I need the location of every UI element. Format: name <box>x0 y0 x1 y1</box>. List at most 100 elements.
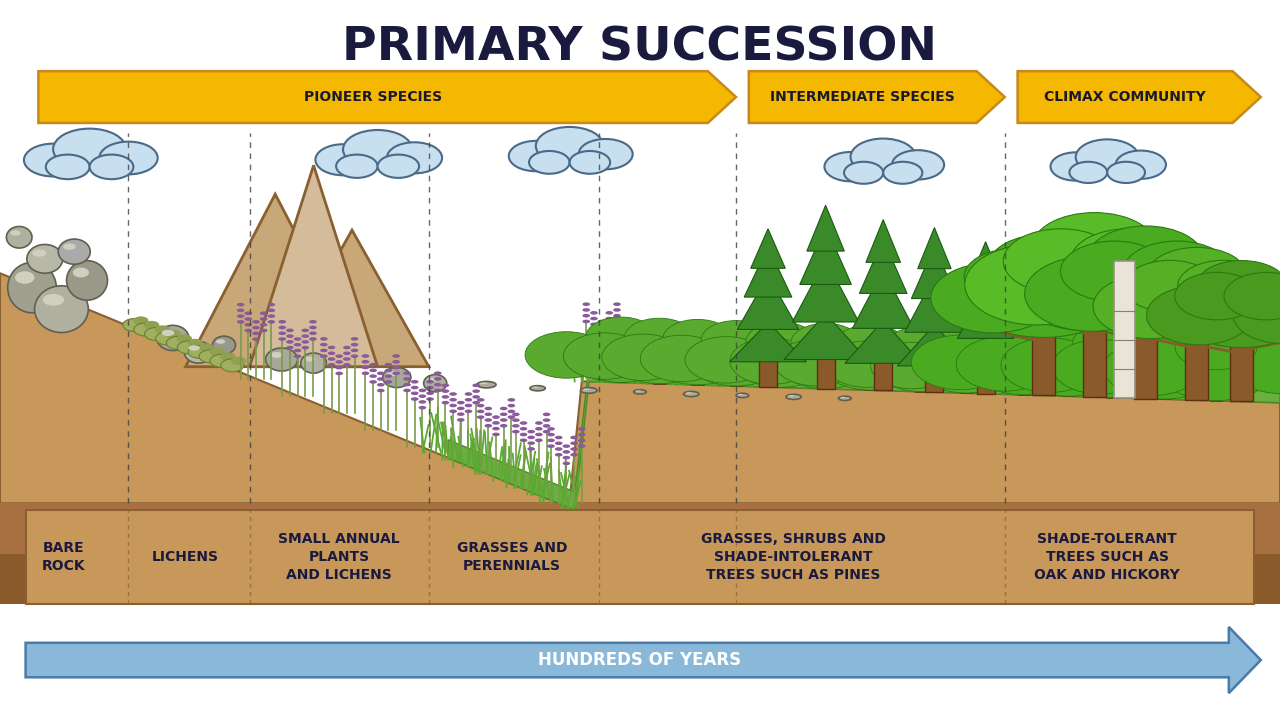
Circle shape <box>1069 162 1107 183</box>
Circle shape <box>663 319 732 359</box>
Ellipse shape <box>543 430 550 434</box>
Ellipse shape <box>613 320 621 324</box>
Polygon shape <box>448 364 1280 510</box>
Ellipse shape <box>605 311 613 315</box>
Circle shape <box>1051 152 1101 180</box>
Ellipse shape <box>385 369 392 372</box>
Ellipse shape <box>484 407 492 411</box>
Bar <box>691 372 704 385</box>
Ellipse shape <box>392 360 399 364</box>
Ellipse shape <box>556 441 563 445</box>
Polygon shape <box>897 325 972 366</box>
Ellipse shape <box>268 308 275 312</box>
Ellipse shape <box>434 377 442 381</box>
Ellipse shape <box>8 262 56 313</box>
Circle shape <box>836 325 905 364</box>
Ellipse shape <box>320 354 328 358</box>
Ellipse shape <box>547 439 556 442</box>
Ellipse shape <box>302 334 310 338</box>
Ellipse shape <box>449 398 457 401</box>
Ellipse shape <box>287 340 294 344</box>
Circle shape <box>932 328 1001 367</box>
Circle shape <box>918 338 1015 393</box>
Ellipse shape <box>434 383 442 387</box>
Ellipse shape <box>535 421 543 425</box>
Ellipse shape <box>434 388 442 393</box>
Circle shape <box>938 343 1014 385</box>
Ellipse shape <box>10 230 20 236</box>
Circle shape <box>701 321 771 360</box>
Circle shape <box>1088 339 1178 389</box>
Ellipse shape <box>252 337 260 341</box>
Ellipse shape <box>294 349 302 352</box>
Ellipse shape <box>527 441 535 445</box>
Ellipse shape <box>385 363 392 367</box>
Ellipse shape <box>449 393 457 396</box>
Polygon shape <box>852 270 914 329</box>
Bar <box>915 380 928 392</box>
Circle shape <box>100 142 157 175</box>
Circle shape <box>1233 287 1280 344</box>
Circle shape <box>870 342 954 389</box>
Ellipse shape <box>32 249 46 257</box>
Bar <box>26 510 1254 604</box>
Bar <box>864 378 877 390</box>
Circle shape <box>824 152 877 181</box>
Ellipse shape <box>376 389 384 393</box>
Text: SMALL ANNUAL
PLANTS
AND LICHENS: SMALL ANNUAL PLANTS AND LICHENS <box>278 532 401 582</box>
Circle shape <box>883 162 923 184</box>
Ellipse shape <box>426 397 434 401</box>
Ellipse shape <box>684 391 699 397</box>
Bar <box>977 362 995 393</box>
Ellipse shape <box>343 357 351 361</box>
Circle shape <box>826 341 909 388</box>
Ellipse shape <box>403 371 411 375</box>
Circle shape <box>145 327 168 340</box>
Ellipse shape <box>294 337 302 341</box>
Ellipse shape <box>499 424 507 428</box>
Ellipse shape <box>841 397 846 398</box>
Ellipse shape <box>361 372 369 375</box>
Circle shape <box>1171 268 1280 347</box>
Text: INTERMEDIATE SPECIES: INTERMEDIATE SPECIES <box>771 90 955 104</box>
Text: CLIMAX COMMUNITY: CLIMAX COMMUNITY <box>1044 90 1206 104</box>
Ellipse shape <box>449 404 457 407</box>
Circle shape <box>343 130 412 169</box>
Polygon shape <box>964 259 1007 307</box>
Ellipse shape <box>492 421 499 425</box>
Circle shape <box>637 334 713 376</box>
Circle shape <box>209 348 225 357</box>
Ellipse shape <box>582 388 590 390</box>
Circle shape <box>732 332 829 388</box>
Ellipse shape <box>328 357 335 361</box>
Circle shape <box>842 340 918 383</box>
Circle shape <box>166 330 182 339</box>
Ellipse shape <box>351 337 358 341</box>
Polygon shape <box>1018 71 1261 123</box>
Ellipse shape <box>403 383 411 387</box>
Ellipse shape <box>237 320 244 324</box>
Bar <box>614 370 627 383</box>
Ellipse shape <box>244 323 252 326</box>
Circle shape <box>1184 342 1274 392</box>
Circle shape <box>133 323 156 336</box>
Ellipse shape <box>426 385 434 390</box>
Ellipse shape <box>571 447 579 451</box>
Ellipse shape <box>328 352 335 355</box>
Circle shape <box>1120 256 1274 342</box>
Ellipse shape <box>457 401 465 404</box>
Ellipse shape <box>442 383 449 387</box>
Ellipse shape <box>520 427 527 431</box>
Ellipse shape <box>598 326 605 329</box>
Ellipse shape <box>556 453 563 457</box>
Circle shape <box>54 129 127 170</box>
Circle shape <box>746 322 815 361</box>
Circle shape <box>1043 337 1133 388</box>
Ellipse shape <box>27 244 63 273</box>
Circle shape <box>1056 236 1235 336</box>
Ellipse shape <box>590 311 598 315</box>
Circle shape <box>649 330 746 385</box>
Polygon shape <box>951 331 1021 370</box>
Circle shape <box>525 331 608 378</box>
Polygon shape <box>0 273 1280 508</box>
